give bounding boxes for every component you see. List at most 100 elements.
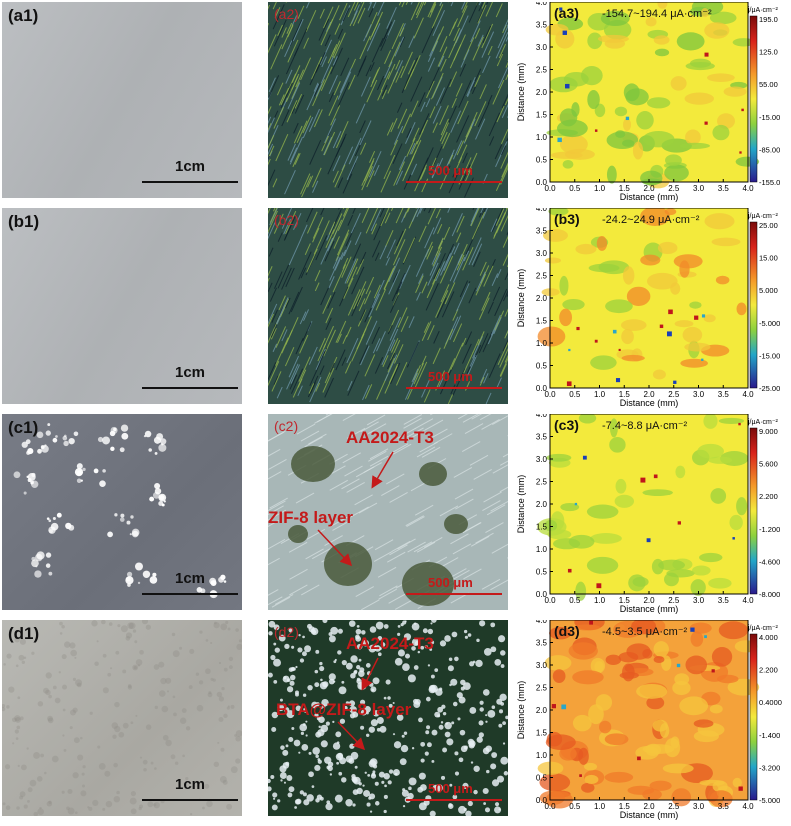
substrate-spot xyxy=(322,681,329,688)
polish-scratch xyxy=(268,430,286,442)
crystal-spot xyxy=(102,469,106,473)
texture-dot xyxy=(58,671,61,674)
polish-scratch xyxy=(393,344,404,364)
polish-scratch xyxy=(356,58,367,77)
current-blob xyxy=(709,790,733,808)
polish-scratch xyxy=(377,90,383,101)
polish-scratch xyxy=(394,36,405,57)
polish-scratch xyxy=(340,57,350,77)
polish-scratch xyxy=(273,375,279,386)
substrate-spot xyxy=(286,686,294,693)
substrate-spot xyxy=(370,719,378,727)
y-tick-label: 0.5 xyxy=(536,156,548,165)
polish-scratch xyxy=(366,23,381,52)
polish-scratch xyxy=(287,82,301,110)
texture-dot xyxy=(127,684,132,688)
polish-scratch xyxy=(426,80,435,99)
texture-dot xyxy=(226,803,233,810)
current-blob xyxy=(584,762,598,771)
crystal-spot xyxy=(142,570,151,578)
substrate-spot xyxy=(294,806,297,809)
current-blob xyxy=(595,694,613,711)
current-blob xyxy=(559,308,573,327)
current-blob xyxy=(685,655,708,675)
substrate-spot xyxy=(286,775,293,781)
polish-scratch xyxy=(389,339,396,352)
current-blob xyxy=(568,534,595,549)
polish-scratch xyxy=(495,163,508,192)
polish-scratch xyxy=(354,4,360,16)
panel-label: (c3) xyxy=(554,417,579,433)
substrate-spot xyxy=(369,626,377,633)
polish-scratch xyxy=(481,23,494,49)
substrate-spot xyxy=(345,701,350,705)
polish-scratch xyxy=(500,363,507,378)
polish-scratch xyxy=(390,339,401,361)
current-blob xyxy=(657,241,678,255)
polish-scratch xyxy=(364,354,376,377)
substrate-spot xyxy=(407,674,416,683)
x-tick-label: 2.0 xyxy=(643,802,655,811)
current-blob xyxy=(574,624,601,631)
polish-scratch xyxy=(410,100,419,118)
polish-scratch xyxy=(485,392,492,404)
polish-scratch xyxy=(424,227,435,249)
texture-dot xyxy=(135,714,138,717)
texture-dot xyxy=(172,695,176,699)
current-blob xyxy=(670,736,680,749)
substrate-spot xyxy=(294,690,299,695)
polish-scratch xyxy=(399,264,411,290)
substrate-spot xyxy=(417,650,421,654)
polish-scratch xyxy=(365,320,378,345)
current-blob xyxy=(710,488,727,504)
substrate-spot xyxy=(299,790,304,795)
polish-scratch xyxy=(321,56,327,68)
substrate-spot xyxy=(502,742,506,745)
polish-scratch xyxy=(295,337,304,355)
polish-scratch xyxy=(332,213,343,234)
current-blob xyxy=(562,298,585,311)
polish-scratch xyxy=(346,156,359,181)
substrate-spot xyxy=(383,696,387,700)
substrate-spot xyxy=(490,763,497,770)
polish-scratch xyxy=(410,76,423,102)
polish-scratch xyxy=(331,40,341,58)
polish-scratch xyxy=(421,26,435,54)
substrate-spot xyxy=(476,736,483,743)
polish-scratch xyxy=(272,2,277,10)
polish-scratch xyxy=(361,166,373,191)
polish-scratch xyxy=(312,79,325,107)
polish-scratch xyxy=(337,81,350,108)
substrate-spot xyxy=(320,678,323,682)
polish-scratch xyxy=(269,497,288,509)
substrate-spot xyxy=(432,784,439,791)
texture-dot xyxy=(19,791,26,798)
x-tick-label: 4.0 xyxy=(742,596,754,605)
polish-scratch xyxy=(448,36,459,59)
y-tick-label: 2.5 xyxy=(536,66,548,75)
current-blob xyxy=(662,763,694,774)
substrate-spot xyxy=(456,692,463,699)
polish-scratch xyxy=(268,106,272,115)
substrate-spot xyxy=(301,744,309,751)
current-blob xyxy=(622,118,632,131)
polish-scratch xyxy=(351,10,358,24)
polish-scratch xyxy=(342,414,356,422)
polish-scratch xyxy=(433,146,443,165)
hot-spot xyxy=(666,331,672,337)
polish-scratch xyxy=(398,155,407,170)
polish-scratch xyxy=(481,2,486,9)
substrate-spot xyxy=(295,705,302,712)
texture-dot xyxy=(69,726,73,730)
polish-scratch xyxy=(361,208,370,223)
polish-scratch xyxy=(300,173,311,195)
polish-scratch xyxy=(502,208,508,219)
polish-scratch xyxy=(453,27,460,42)
crystal-spot xyxy=(93,468,99,474)
polish-scratch xyxy=(340,249,347,260)
optical-micrograph xyxy=(268,208,508,404)
texture-dot xyxy=(226,706,230,710)
polish-scratch xyxy=(463,522,482,534)
substrate-spot xyxy=(338,686,347,695)
polish-scratch xyxy=(362,384,370,401)
